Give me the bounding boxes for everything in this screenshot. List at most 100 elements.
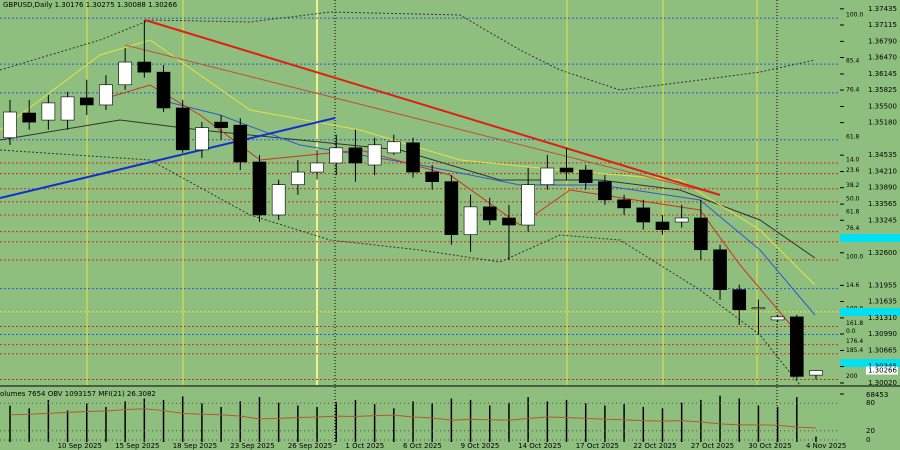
candle-body [674,217,689,223]
candle-body [559,167,574,173]
x-tick-label: 6 Oct 2025 [403,442,442,450]
candle-body [809,370,823,376]
candle-body [214,121,228,128]
y-tick-label: 1.37115 [868,21,897,29]
candle-body [291,171,305,185]
candle-body [60,96,75,121]
mfi-tick-label: 20 [866,427,875,435]
level-label: 14.6 [846,282,860,289]
candle-body [732,289,747,311]
candle-body [233,124,248,163]
y-tick-label: 1.34210 [868,168,897,176]
y-tick-label: 1.36470 [868,54,897,62]
y-tick-label: 1.30990 [868,330,897,338]
x-tick-label: 9 Oct 2025 [461,442,500,450]
candle-body [578,169,593,183]
highlight-label [840,234,900,242]
y-tick-label: 1.35500 [868,102,897,110]
x-tick-label: 30 Oct 2025 [748,442,791,450]
highlight-label [840,359,900,367]
candle-body [118,61,132,86]
trend-line [144,19,721,196]
moving-average [99,84,796,331]
candle-body [310,162,324,173]
y-tick-label: 1.33565 [868,200,897,208]
x-tick-label: 10 Sep 2025 [58,442,102,450]
x-tick-label: 15 Sep 2025 [115,442,159,450]
level-label: 14.0 [846,156,860,163]
level-label: 50.0 [846,195,860,202]
candle-body [79,97,94,106]
level-label: 100.0 [846,12,863,19]
candles [3,20,823,380]
indicator-title: olumes 7654 OBV 1093157 MFI(21) 26.3082 [0,390,156,398]
mfi-line [9,408,817,429]
level-label: 23.6 [846,167,860,174]
mfi-tick-label: 0 [866,436,870,444]
candle-body [790,316,804,377]
level-label: 176.4 [846,338,863,345]
y-tick-label: 1.33890 [868,184,897,192]
y-tick-label: 1.32600 [868,249,897,257]
candle-body [751,307,766,310]
trend-line [124,44,701,191]
candle-body [367,144,382,166]
level-label: 76.4 [846,86,860,93]
level-label: 76.4 [846,225,860,232]
candle-body [387,141,401,154]
candle-body [463,206,478,235]
trend-line [0,117,336,199]
candle-body [636,207,651,223]
x-tick-label: 4 Nov 2025 [806,442,846,450]
y-tick-label: 1.31955 [868,281,897,289]
candle-body [502,217,516,226]
x-tick-label: 18 Sep 2025 [173,442,217,450]
level-label: 85.4 [846,58,860,65]
candle-body [41,102,56,121]
candle-body [22,112,36,123]
band-lower [0,149,801,386]
candle-body [598,181,612,201]
x-tick-label: 14 Oct 2025 [518,442,561,450]
candle-body [3,111,17,139]
level-label: 38.2 [846,182,860,189]
x-tick-label: 26 Sep 2025 [288,442,332,450]
y-tick-label: 1.36145 [868,70,897,78]
last-price-box [866,366,898,375]
candle-body [137,61,152,73]
candle-body [521,184,535,226]
y-tick-label: 1.35825 [868,86,897,94]
y-tick-label: 1.30020 [868,379,897,387]
candle-body [482,206,497,221]
candle-body [175,107,190,151]
y-tick-label: 1.37435 [868,5,897,13]
highlight-label [840,308,900,316]
candle-body [156,71,171,109]
band-upper [0,11,816,91]
level-label: 61.8 [846,133,860,140]
candle-body [770,316,785,321]
x-tick-label: 17 Oct 2025 [576,442,619,450]
candle-body [271,184,286,216]
candle-body [348,147,363,164]
candle-body [425,171,439,182]
candle-body [329,147,344,164]
candle-body [540,167,555,185]
x-tick-label: 23 Sep 2025 [230,442,274,450]
chart-title: GBPUSD,Daily 1.30176 1.30275 1.30088 1.3… [3,1,178,9]
y-tick-label: 1.33245 [868,216,897,224]
candle-body [99,84,113,106]
last-price-label: 1.30266 [868,367,897,375]
level-label: 200 [846,373,858,380]
y-tick-label: 1.36790 [868,37,897,45]
x-tick-label: 22 Oct 2025 [633,442,676,450]
y-tick-label: 1.30665 [868,346,897,354]
candle-body [406,142,420,173]
candle-body [195,127,209,151]
candle-body [617,199,631,209]
level-label: 100.0 [846,253,863,260]
y-tick-label: 1.31635 [868,297,897,305]
candle-body [694,217,708,251]
